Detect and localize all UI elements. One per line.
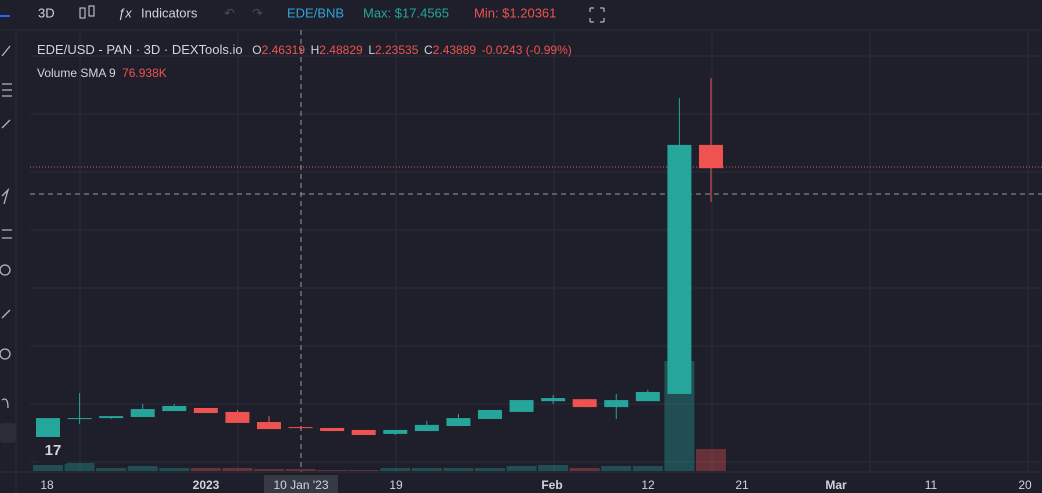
volume-bar: [411, 468, 442, 471]
change: -0.0243 (-0.99%): [482, 43, 572, 57]
open-value: 2.46319: [262, 43, 306, 57]
open-label: O: [252, 43, 261, 57]
toolbar: [0, 0, 1042, 30]
volume-bar: [190, 468, 221, 471]
candle-body: [541, 398, 566, 402]
fullscreen[interactable]: [589, 7, 605, 23]
candle-icon[interactable]: [79, 5, 95, 19]
candle-body: [446, 418, 471, 426]
volume-bar: [33, 465, 63, 471]
candle-body: [288, 427, 313, 429]
volume-bar: [569, 468, 600, 471]
x-tick-label: 21: [735, 478, 749, 492]
candle-body: [667, 144, 692, 394]
x-tick-label: Feb: [541, 478, 562, 492]
candle-body: [130, 409, 155, 417]
candle-body: [572, 399, 597, 408]
volume-bar: [127, 465, 158, 471]
volume-bar: [253, 469, 284, 471]
volume-name: Volume SMA 9: [37, 66, 116, 80]
x-tick-label: 19: [389, 478, 403, 492]
candle-body: [320, 427, 345, 432]
volume-bar: [506, 465, 537, 471]
symbol: EDE/USD - PAN · 3D · DEXTools.io: [37, 42, 243, 57]
volume-bar: [601, 465, 632, 471]
tv-logo[interactable]: [38, 438, 68, 464]
volume-bar: [538, 465, 569, 471]
high-value: 2.48829: [319, 43, 363, 57]
candle-body: [414, 424, 439, 432]
x-tick-label: 11: [925, 478, 938, 492]
candle-body: [509, 400, 534, 412]
close-value: 2.43889: [433, 43, 477, 57]
candle-body: [99, 416, 124, 419]
candle-body: [635, 391, 660, 402]
x-tick-label: 18: [40, 478, 54, 492]
candle-body: [193, 407, 218, 414]
volume-bar: [474, 468, 505, 471]
tv-logo-text: 17: [45, 442, 62, 459]
collapse-button[interactable]: [0, 423, 16, 443]
low-value: 2.23535: [375, 43, 419, 57]
close-label: C: [424, 43, 433, 57]
candle-body: [225, 411, 250, 423]
fx-icon[interactable]: ƒx: [118, 5, 132, 20]
x-tick-label: Mar: [825, 478, 847, 492]
pair[interactable]: EDE/BNB: [287, 5, 344, 20]
redo[interactable]: ↷: [252, 5, 263, 20]
volume-bar: [632, 465, 663, 471]
volume-bar: [96, 468, 127, 471]
candle-body: [36, 418, 60, 437]
volume-bar: [64, 462, 95, 471]
x-tick-label: 20: [1018, 478, 1032, 492]
grid: [30, 30, 1042, 472]
candles: [36, 78, 723, 437]
x-tick-label: 12: [641, 478, 655, 492]
volume-value: 76.938K: [122, 66, 167, 80]
volume-bar: [348, 469, 379, 471]
x-tick-label: 2023: [193, 478, 220, 492]
candle-body: [698, 144, 723, 169]
volume-bar: [695, 449, 726, 471]
candle-body: [383, 429, 408, 434]
volume-bar: [159, 468, 190, 471]
volume-bar: [285, 469, 316, 471]
x-tick-label: 10 Jan '23: [273, 478, 328, 492]
low-label: L: [368, 43, 375, 57]
volume-bar: [380, 468, 411, 471]
max-price: Max: $17.4565: [363, 5, 449, 20]
volume-legend: Volume SMA 9 76.938K: [37, 66, 167, 80]
side-toolbar: [0, 30, 16, 493]
candle-body: [67, 418, 92, 420]
high-label: H: [311, 43, 320, 57]
min-price: Min: $1.20361: [474, 5, 556, 20]
indicators-button[interactable]: Indicators: [141, 5, 198, 20]
candle-body: [604, 400, 629, 408]
ohlc-legend: EDE/USD - PAN · 3D · DEXTools.io O2.4631…: [37, 42, 572, 57]
crosshair-label-bg: [264, 475, 338, 493]
candle-body: [162, 405, 187, 412]
undo[interactable]: ↶: [224, 5, 235, 20]
candle-body: [256, 422, 281, 430]
time-axis: 18 2023 10 Jan '23 19 Feb 12 21 Mar 11 20: [40, 475, 1032, 493]
side-icons: [0, 45, 12, 409]
volume-bar: [443, 468, 474, 471]
candle-body: [477, 409, 502, 419]
interval[interactable]: 3D: [38, 5, 55, 20]
candle-body: [351, 429, 376, 436]
volume-bar: [222, 468, 253, 471]
volume-bar: [317, 469, 348, 471]
